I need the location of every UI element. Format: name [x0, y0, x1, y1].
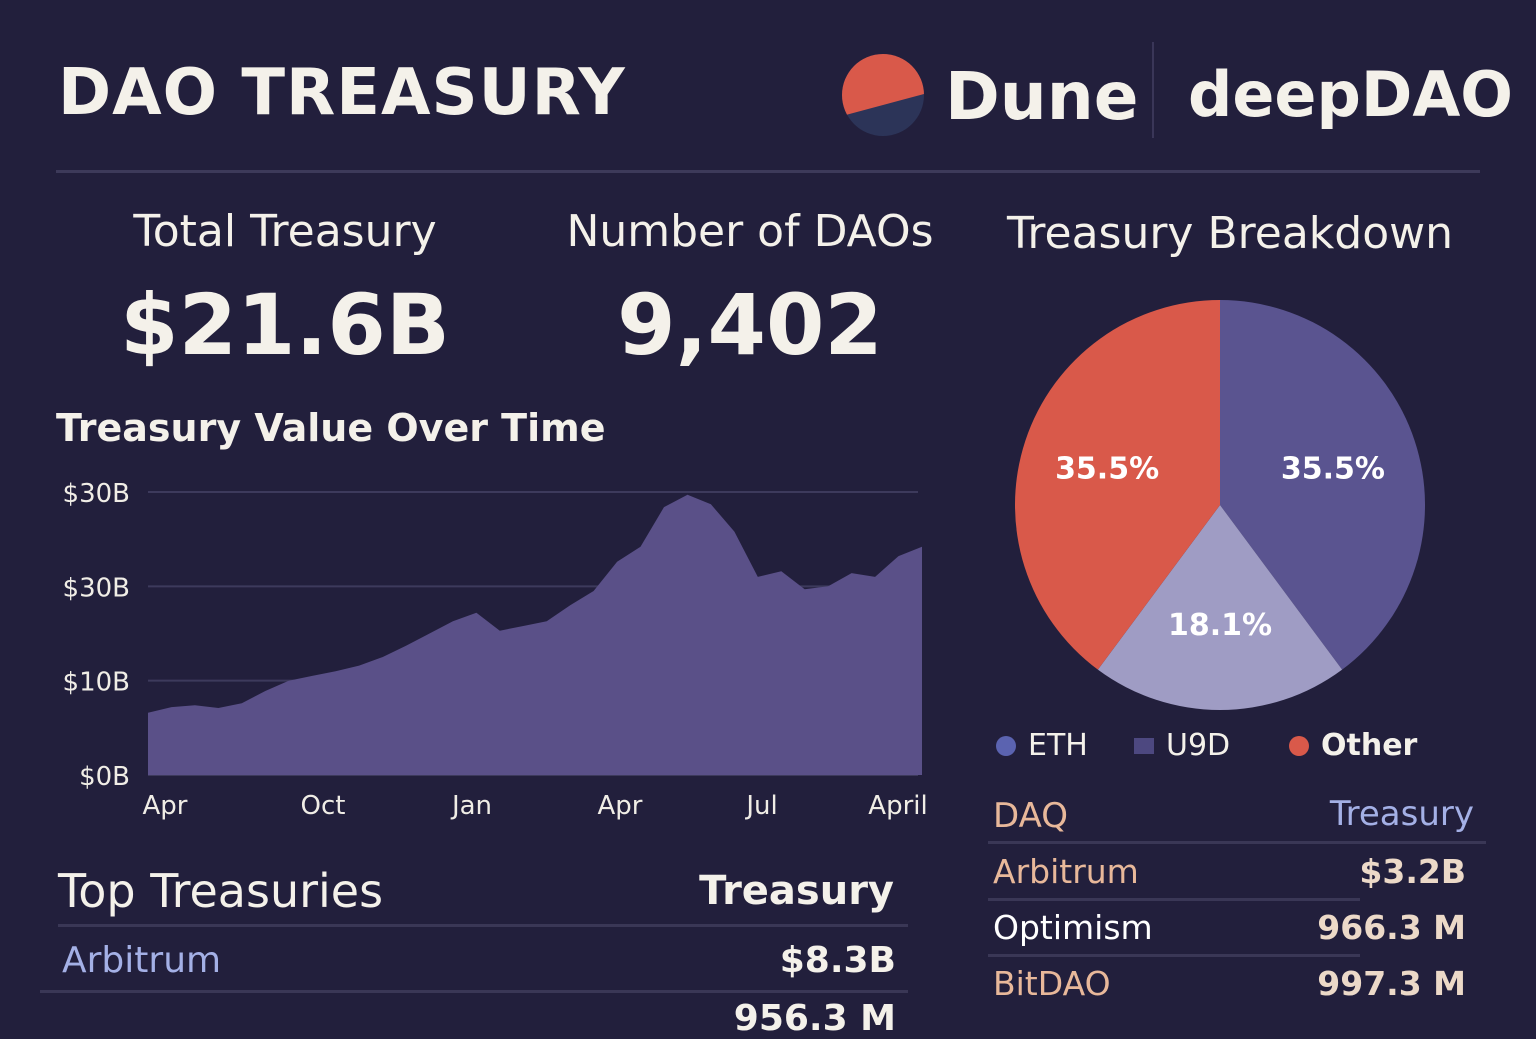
- x-tick-label: Apr: [598, 791, 643, 821]
- row-name: Arbitrum: [62, 940, 222, 981]
- brand-divider: [1152, 42, 1154, 138]
- other-dot-icon: [1289, 735, 1309, 756]
- x-tick-label: Apr: [143, 791, 188, 821]
- row-name: Optimism: [993, 908, 1153, 947]
- x-tick-label: April: [868, 791, 927, 821]
- total-treasury-value: $21.6B: [120, 276, 450, 374]
- pie-title: Treasury Breakdown: [1006, 208, 1454, 259]
- dao-count-label: Number of DAOs: [566, 206, 934, 257]
- row-value: $3.2B: [1359, 852, 1466, 891]
- side-col-treasury: Treasury: [1329, 794, 1474, 834]
- legend-label: U9D: [1166, 728, 1231, 763]
- pie-slice-label: 35.5%: [1281, 452, 1385, 487]
- y-tick-label: $30B: [63, 479, 130, 509]
- x-tick-label: Oct: [301, 791, 346, 821]
- legend-label: Other: [1321, 728, 1418, 763]
- legend-item-eth: ETH: [996, 728, 1134, 763]
- row-value: 956.3 M: [733, 998, 896, 1039]
- deepdao-brand: deepDAO: [1188, 58, 1514, 131]
- table-row[interactable]: 956.3 M: [40, 996, 910, 1039]
- area-series: [148, 494, 922, 775]
- y-tick-label: $0B: [79, 762, 130, 792]
- row-value: 966.3 M: [1317, 908, 1466, 947]
- pie-slice-u9d: [1097, 505, 1343, 710]
- legend-item-other: Other: [1289, 728, 1417, 763]
- total-treasury-label: Total Treasury: [133, 206, 437, 257]
- dune-brand: Dune: [945, 58, 1139, 135]
- area-chart: $0B $10B $30B $30B Apr Oct Jan Apr Jul April: [63, 479, 928, 821]
- page-title: DAO TREASURY: [58, 56, 626, 130]
- row-value: $8.3B: [779, 940, 896, 981]
- top-treasuries-title: Top Treasuries: [58, 864, 384, 918]
- top-treasuries-col-header: Treasury: [699, 868, 894, 914]
- pie-legend: ETH U9D Other: [996, 728, 1417, 763]
- y-tick-label: $30B: [63, 573, 130, 603]
- pie-slice-other: [1015, 300, 1220, 670]
- table-divider: [58, 924, 908, 927]
- table-row[interactable]: Optimism 966.3 M: [988, 908, 1478, 952]
- side-col-dao: DAQ: [993, 796, 1069, 836]
- row-value: 997.3 M: [1317, 964, 1466, 1003]
- table-row[interactable]: BitDAO 997.3 M: [988, 964, 1478, 1008]
- header-divider: [56, 170, 1480, 173]
- x-tick-label: Jul: [744, 791, 777, 821]
- eth-dot-icon: [996, 735, 1016, 756]
- u9d-square-icon: [1134, 737, 1154, 754]
- row-name: BitDAO: [993, 964, 1111, 1003]
- table-divider: [40, 990, 908, 993]
- pie-slice-label: 35.5%: [1055, 452, 1159, 487]
- chart-title: Treasury Value Over Time: [56, 406, 606, 450]
- table-row[interactable]: Arbitrum $3.2B: [988, 852, 1478, 896]
- table-row[interactable]: Arbitrum $8.3B: [40, 938, 910, 990]
- pie-slice-label: 18.1%: [1168, 608, 1272, 643]
- pie-slice-eth: [1220, 300, 1425, 670]
- pie-chart: 35.5% 18.1% 35.5%: [1015, 300, 1425, 710]
- dune-logo-icon: [842, 54, 924, 136]
- x-tick-label: Jan: [450, 791, 492, 821]
- table-divider: [988, 898, 1360, 901]
- table-divider: [988, 841, 1486, 844]
- row-name: Arbitrum: [993, 852, 1139, 891]
- y-tick-label: $10B: [63, 668, 130, 698]
- dao-count-value: 9,402: [617, 276, 883, 374]
- legend-label: ETH: [1028, 728, 1088, 763]
- table-divider: [988, 954, 1360, 957]
- legend-item-u9d: U9D: [1134, 728, 1289, 763]
